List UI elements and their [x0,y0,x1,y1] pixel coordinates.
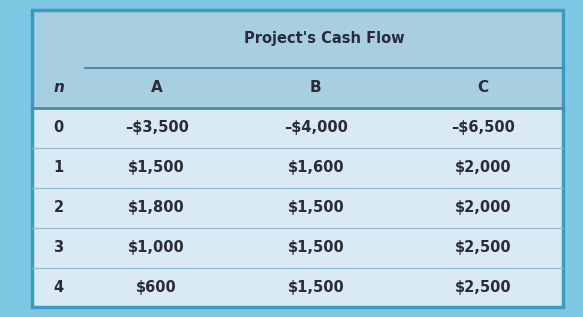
Text: B: B [310,80,322,95]
Text: $2,000: $2,000 [455,160,511,175]
Bar [32,10,563,108]
Text: $1,500: $1,500 [287,200,345,215]
Text: 2: 2 [54,200,64,215]
Bar [32,108,563,307]
Text: $1,500: $1,500 [287,240,345,255]
Text: $1,500: $1,500 [287,280,345,295]
Text: Project's Cash Flow: Project's Cash Flow [244,31,404,46]
Text: $1,000: $1,000 [128,240,185,255]
Text: $2,500: $2,500 [455,280,511,295]
Text: $1,800: $1,800 [128,200,185,215]
Text: –$6,500: –$6,500 [451,120,515,135]
Text: $600: $600 [136,280,177,295]
Text: 3: 3 [54,240,64,255]
Text: –$4,000: –$4,000 [284,120,348,135]
Text: –$3,500: –$3,500 [125,120,189,135]
Text: $1,600: $1,600 [287,160,344,175]
Text: A: A [151,80,163,95]
Text: 4: 4 [54,280,64,295]
Text: $2,000: $2,000 [455,200,511,215]
Text: $1,500: $1,500 [128,160,185,175]
Text: 0: 0 [54,120,64,135]
Text: $2,500: $2,500 [455,240,511,255]
Text: C: C [477,80,489,95]
Text: 1: 1 [54,160,64,175]
Text: n: n [53,80,64,95]
